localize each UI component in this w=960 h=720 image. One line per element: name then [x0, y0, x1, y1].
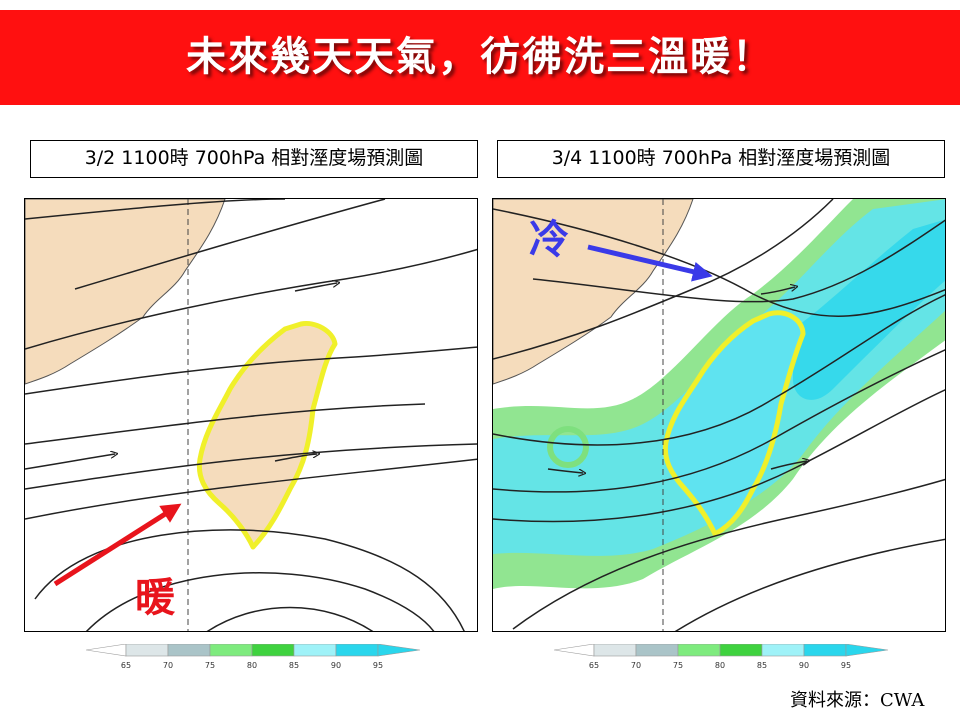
- warm-label: 暖: [135, 575, 176, 621]
- colorbar-right-tick: 85: [757, 661, 767, 670]
- colorbar-right-tick: 75: [673, 661, 683, 670]
- colorbar-left-tick: 80: [247, 661, 257, 670]
- taiwan-island: [196, 320, 338, 550]
- map-right-svg: 冷: [493, 199, 945, 631]
- map-label-left: 3/2 1100時 700hPa 相對溼度場預測圖: [30, 140, 478, 178]
- banner-title: 未來幾天天氣，彷彿洗三溫暖！: [186, 34, 774, 80]
- colorbar-right-tick: 80: [715, 661, 725, 670]
- colorbar-left-tick: 85: [289, 661, 299, 670]
- taiwan-island-right: [662, 310, 806, 537]
- colorbar-left: 65 70 75 80 85 90 95: [85, 643, 426, 674]
- cold-label: 冷: [529, 217, 569, 263]
- colorbar-right-tick: 70: [631, 661, 641, 670]
- map-left-svg: 暖: [25, 199, 477, 631]
- colorbar-left-tick: 75: [205, 661, 215, 670]
- colorbar-left-tick: 95: [373, 661, 383, 670]
- colorbar-left-swatches: [85, 643, 421, 657]
- colorbar-left-tick: 65: [121, 661, 131, 670]
- colorbar-left-tick: 90: [331, 661, 341, 670]
- source-credit: 資料來源：CWA: [790, 690, 925, 711]
- map-panel-right: 冷: [492, 198, 946, 632]
- colorbar-right-tick: 90: [799, 661, 809, 670]
- colorbar-left-tick: 70: [163, 661, 173, 670]
- mainland-coast: [25, 199, 226, 385]
- map-panel-left: 暖: [24, 198, 478, 632]
- title-banner: 未來幾天天氣，彷彿洗三溫暖！: [0, 10, 960, 105]
- colorbar-right-tick: 65: [589, 661, 599, 670]
- cold-arrow: [587, 244, 713, 282]
- warm-arrow: [53, 503, 182, 587]
- map-label-right: 3/4 1100時 700hPa 相對溼度場預測圖: [497, 140, 945, 178]
- colorbar-right: 65 70 75 80 85 90 95: [553, 643, 894, 674]
- mainland-coast-right: [493, 199, 694, 385]
- colorbar-right-swatches: [553, 643, 889, 657]
- colorbar-right-tick: 95: [841, 661, 851, 670]
